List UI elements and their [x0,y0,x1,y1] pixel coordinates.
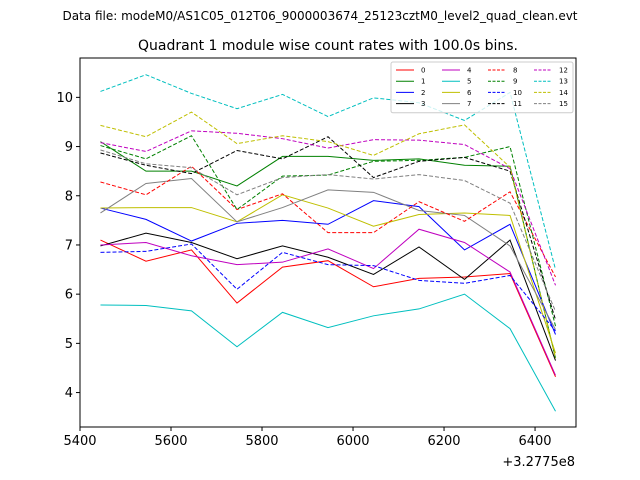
legend-label-3: 3 [421,100,425,108]
series-line-3 [100,232,556,361]
x-tick-label: 6000 [336,434,369,449]
legend-label-8: 8 [513,67,517,75]
x-tick-label: 6400 [518,434,551,449]
series-layer [100,74,557,412]
y-tick-label: 9 [65,140,73,155]
chart-title: Quadrant 1 module wise count rates with … [138,38,518,54]
plot-area [80,58,576,427]
legend-label-12: 12 [559,67,568,75]
legend-label-7: 7 [467,100,471,108]
x-tick-label: 5600 [154,434,187,449]
legend-label-4: 4 [467,67,472,75]
plot-background [80,58,576,427]
legend-label-6: 6 [467,89,472,97]
x-offset-label: +3.2775e8 [502,455,575,470]
y-tick-label: 6 [65,288,73,303]
series-line-2 [100,200,556,335]
series-line-5 [100,293,556,412]
series-line-0 [100,239,556,378]
series-line-8 [100,165,556,278]
x-tick-label: 6200 [427,434,460,449]
series-line-12 [100,130,556,286]
legend-label-5: 5 [467,78,471,86]
x-tick-label: 5800 [245,434,278,449]
y-tick-label: 4 [65,386,73,401]
series-line-10 [100,243,556,332]
axes-frame [79,57,577,428]
legend-label-14: 14 [559,89,568,97]
x-tick-label: 5400 [63,434,96,449]
y-tick-label: 7 [65,238,73,253]
series-line-7 [100,178,556,330]
legend-label-13: 13 [559,78,568,86]
series-line-4 [100,228,556,376]
y-tick-label: 5 [65,337,73,352]
legend-label-0: 0 [421,67,425,75]
y-tick-label: 10 [56,91,73,106]
series-line-9 [100,135,557,327]
legend-label-11: 11 [513,100,522,108]
y-tick-label: 8 [65,189,73,204]
legend-label-1: 1 [421,78,425,86]
series-line-11 [100,136,556,320]
series-line-15 [100,149,556,312]
legend-label-10: 10 [513,89,522,97]
legend-label-9: 9 [513,78,517,86]
legend-label-15: 15 [559,100,568,108]
legend-label-2: 2 [421,89,425,97]
series-line-6 [100,194,556,354]
chart-suptitle: Data file: modeM0/AS1C05_012T06_90000036… [62,9,577,23]
legend-box [390,61,574,114]
series-line-14 [100,111,557,359]
